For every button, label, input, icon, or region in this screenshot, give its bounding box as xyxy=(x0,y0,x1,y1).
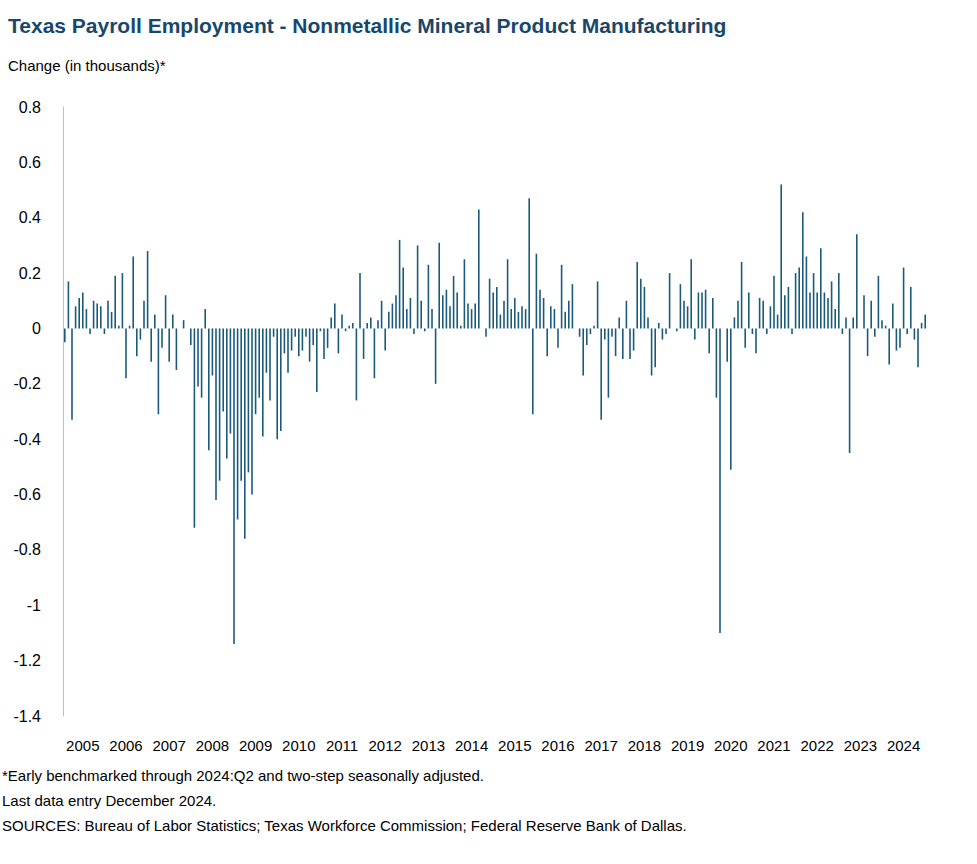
svg-text:-0.8: -0.8 xyxy=(13,541,41,558)
svg-text:0.2: 0.2 xyxy=(19,265,41,282)
svg-text:2012: 2012 xyxy=(369,737,402,754)
svg-text:2006: 2006 xyxy=(109,737,142,754)
svg-text:2005: 2005 xyxy=(66,737,99,754)
svg-text:0.6: 0.6 xyxy=(19,154,41,171)
svg-text:Change (in thousands)*: Change (in thousands)* xyxy=(8,57,166,74)
svg-text:-1.2: -1.2 xyxy=(13,652,41,669)
svg-text:Last data entry December 2024.: Last data entry December 2024. xyxy=(2,792,216,809)
svg-text:0.8: 0.8 xyxy=(19,99,41,116)
svg-text:2013: 2013 xyxy=(412,737,445,754)
svg-text:2008: 2008 xyxy=(196,737,229,754)
svg-text:2021: 2021 xyxy=(757,737,790,754)
svg-text:2009: 2009 xyxy=(239,737,272,754)
svg-text:2018: 2018 xyxy=(628,737,661,754)
svg-text:2022: 2022 xyxy=(801,737,834,754)
svg-text:Texas Payroll Employment - Non: Texas Payroll Employment - Nonmetallic M… xyxy=(8,14,726,37)
svg-text:2019: 2019 xyxy=(671,737,704,754)
svg-text:2017: 2017 xyxy=(585,737,618,754)
svg-text:2020: 2020 xyxy=(714,737,747,754)
svg-text:-0.6: -0.6 xyxy=(13,486,41,503)
svg-text:*Early benchmarked through 202: *Early benchmarked through 2024:Q2 and t… xyxy=(2,767,484,784)
svg-text:-1.4: -1.4 xyxy=(13,708,41,725)
svg-text:2015: 2015 xyxy=(498,737,531,754)
svg-text:2023: 2023 xyxy=(844,737,877,754)
svg-text:SOURCES: Bureau of Labor Stati: SOURCES: Bureau of Labor Statistics; Tex… xyxy=(2,817,687,834)
svg-text:-0.4: -0.4 xyxy=(13,431,41,448)
svg-text:2016: 2016 xyxy=(541,737,574,754)
svg-text:2024: 2024 xyxy=(887,737,920,754)
svg-text:0: 0 xyxy=(32,320,41,337)
svg-text:0.4: 0.4 xyxy=(19,209,41,226)
svg-text:-1: -1 xyxy=(27,597,41,614)
svg-text:2007: 2007 xyxy=(153,737,186,754)
svg-text:-0.2: -0.2 xyxy=(13,375,41,392)
svg-text:2011: 2011 xyxy=(326,737,358,754)
svg-text:2010: 2010 xyxy=(282,737,315,754)
svg-text:2014: 2014 xyxy=(455,737,488,754)
